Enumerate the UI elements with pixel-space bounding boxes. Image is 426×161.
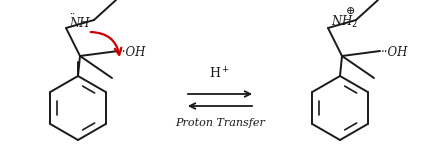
Text: ··OH: ··OH [381,46,409,59]
Text: ··: ·· [69,10,75,19]
Text: H$^+$: H$^+$ [210,67,230,82]
Text: NH: NH [69,17,89,30]
Text: ⊕: ⊕ [345,6,355,16]
Text: Proton Transfer: Proton Transfer [175,118,265,128]
Text: ··OH: ··OH [119,46,147,59]
Text: NH$_2$: NH$_2$ [331,14,358,30]
